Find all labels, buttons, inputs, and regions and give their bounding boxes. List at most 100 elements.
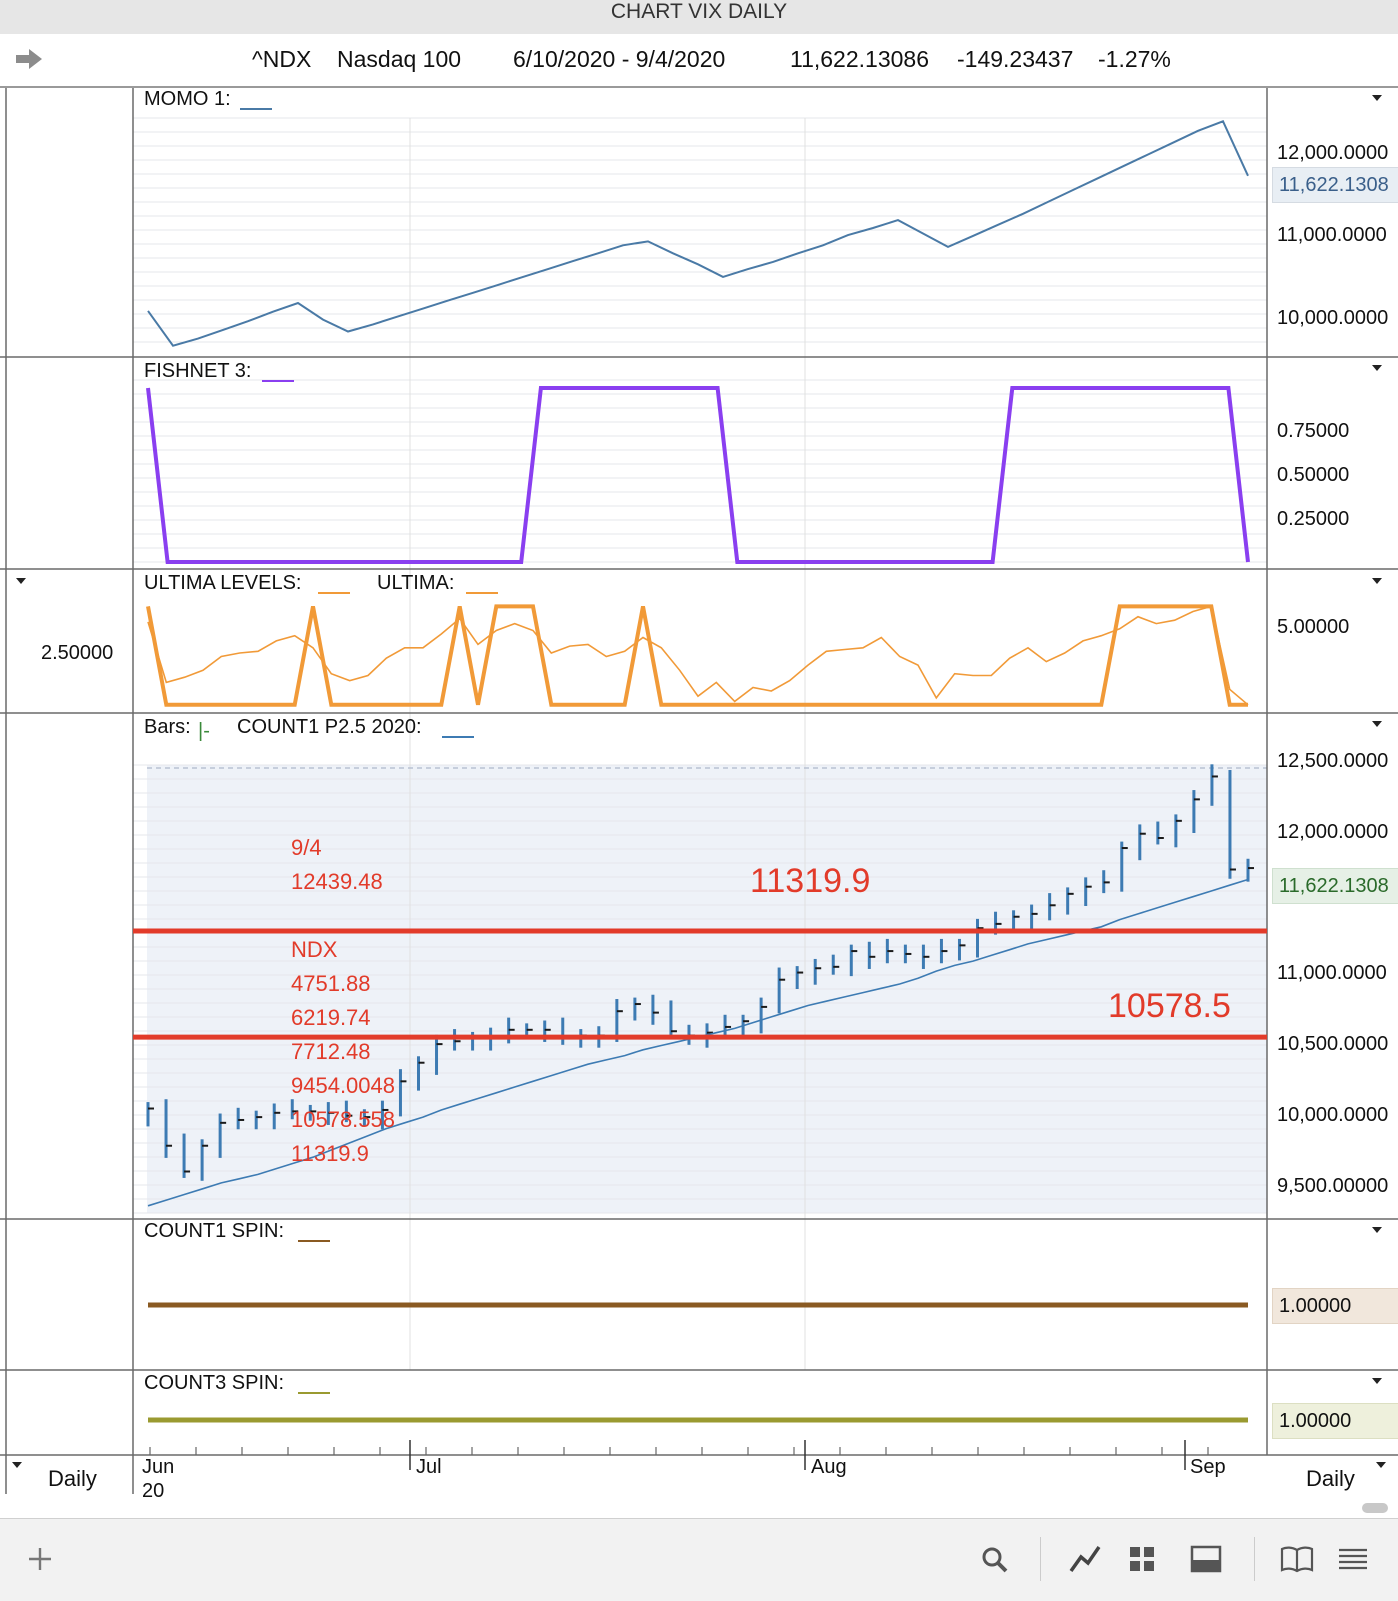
price-bar: [1246, 858, 1254, 882]
momo-label: MOMO 1:: [144, 88, 231, 110]
period-right-caret-icon[interactable]: [1376, 1462, 1386, 1468]
ultima-label: ULTIMA:: [377, 572, 455, 594]
fishnet-label: FISHNET 3:: [144, 360, 252, 382]
grid-lines: [133, 117, 1267, 1370]
momo-menu-caret-icon[interactable]: [1372, 95, 1382, 101]
price-bar: [921, 944, 930, 969]
price-bar: [831, 954, 840, 975]
level-label-upper: 11319.9: [750, 862, 871, 900]
price-bar: [795, 966, 804, 990]
symbol-header: ^NDX Nasdaq 100 6/10/2020 - 9/4/2020 11,…: [0, 34, 1398, 88]
bars-tick-12000: 12,000.0000: [1277, 821, 1389, 843]
momo-legend-swatch: [240, 108, 272, 110]
note-symbol: NDX: [291, 937, 338, 962]
price-bar: [380, 1100, 389, 1130]
ultima-levels-label: ULTIMA LEVELS:: [144, 572, 302, 594]
x-label-year: 20: [142, 1480, 165, 1502]
count1-spin-label: COUNT1 SPIN:: [144, 1220, 285, 1242]
plus-icon[interactable]: [26, 1545, 54, 1573]
bars-tick-9500: 9,500.00000: [1277, 1175, 1389, 1197]
price-bar: [200, 1139, 209, 1181]
toolbar-divider-2: [1254, 1537, 1255, 1581]
momo-tick-11000: 11,000.0000: [1277, 224, 1387, 246]
price-bar: [236, 1107, 245, 1130]
price-bar: [1210, 764, 1218, 806]
price-bar: [885, 938, 894, 964]
ultima-series-line: [147, 605, 1249, 706]
bars-menu-caret-icon[interactable]: [1372, 721, 1382, 727]
x-label-jun: Jun: [142, 1456, 175, 1478]
fishnet-menu-caret-icon[interactable]: [1372, 365, 1382, 371]
count1-spin-value-tag: 1.00000: [1272, 1288, 1398, 1324]
price-bar: [326, 1102, 335, 1125]
price-bar: [1228, 770, 1236, 879]
line-chart-icon[interactable]: [1068, 1543, 1102, 1575]
note-high: 12439.48: [291, 869, 383, 894]
price-bar: [1120, 841, 1128, 892]
price-bar: [1192, 790, 1200, 834]
price-bar: [290, 1099, 299, 1120]
note-level-3: 7712.48: [291, 1039, 371, 1064]
panel-layout-icon[interactable]: [1190, 1545, 1222, 1573]
period-right-label[interactable]: Daily: [1306, 1466, 1355, 1491]
price-bar: [218, 1113, 227, 1158]
price-bar: [308, 1104, 317, 1121]
price-bar: [976, 918, 984, 958]
price-bar: [1084, 877, 1092, 906]
price-bar: [651, 994, 659, 1025]
search-icon[interactable]: [980, 1545, 1010, 1575]
momo-series-line: [147, 120, 1249, 347]
horizontal-scrollbar[interactable]: [1362, 1503, 1388, 1513]
price-bar: [813, 958, 822, 985]
fishnet-series-line: [146, 386, 1250, 564]
bars-label: Bars:: [144, 716, 191, 738]
ultima-levels-legend-swatch: [318, 592, 350, 594]
x-label-aug: Aug: [811, 1456, 847, 1478]
window-title: CHART VIX DAILY: [610, 0, 788, 23]
x-axis-ticks: [149, 1440, 1209, 1470]
count1-label: COUNT1 P2.5 2020:: [237, 716, 422, 738]
book-icon[interactable]: [1280, 1545, 1314, 1573]
grid-layout-icon[interactable]: [1128, 1545, 1156, 1573]
period-left-caret-icon[interactable]: [12, 1462, 22, 1468]
price-bar: [867, 941, 876, 969]
count3-spin-menu-caret-icon[interactable]: [1372, 1378, 1382, 1384]
date-range: 6/10/2020 - 9/4/2020: [513, 46, 726, 72]
price-bar: [164, 1099, 173, 1158]
momo-current-price-tag: 11,622.1308: [1272, 167, 1398, 203]
symbol-name: Nasdaq 100: [337, 46, 462, 72]
ultima-levels-series-line: [146, 604, 1248, 707]
price-bar: [254, 1110, 263, 1130]
period-left-label[interactable]: Daily: [48, 1466, 97, 1491]
arrow-right-icon[interactable]: [14, 46, 44, 72]
price-bar: [1138, 824, 1146, 861]
price-bar: [398, 1069, 407, 1117]
price-bar: [939, 938, 948, 964]
price-change: -149.23437: [957, 46, 1074, 72]
price-bar: [453, 1029, 461, 1051]
price-bar: [1102, 870, 1110, 894]
note-level-4: 9454.0048: [291, 1073, 395, 1098]
fishnet-tick-025: 0.25000: [1277, 508, 1350, 530]
price-bar: [272, 1103, 281, 1130]
count1-spin-menu-caret-icon[interactable]: [1372, 1227, 1382, 1233]
bars-tick-10500: 10,500.0000: [1277, 1033, 1389, 1055]
price-bar: [182, 1133, 191, 1178]
bars-current-price-tag: 11,622.1308: [1272, 868, 1398, 904]
ultima-left-menu-caret-icon[interactable]: [16, 578, 26, 584]
x-label-jul: Jul: [416, 1456, 442, 1478]
symbol-ticker: ^NDX: [252, 46, 312, 72]
bars-legend-glyph: |-: [198, 720, 210, 742]
fishnet-tick-050: 0.50000: [1277, 464, 1350, 486]
note-level-1: 4751.88: [291, 971, 371, 996]
price-bar: [344, 1100, 353, 1123]
price-bar: [435, 1034, 443, 1075]
price-change-percent: -1.27%: [1098, 46, 1171, 72]
price-bar: [957, 938, 966, 961]
price-bar: [1030, 904, 1038, 929]
ultima-menu-caret-icon[interactable]: [1372, 578, 1382, 584]
note-level-6: 11319.9: [291, 1141, 369, 1166]
menu-list-icon[interactable]: [1338, 1547, 1368, 1571]
price-bar: [849, 944, 858, 977]
level-label-lower: 10578.5: [1108, 987, 1231, 1025]
